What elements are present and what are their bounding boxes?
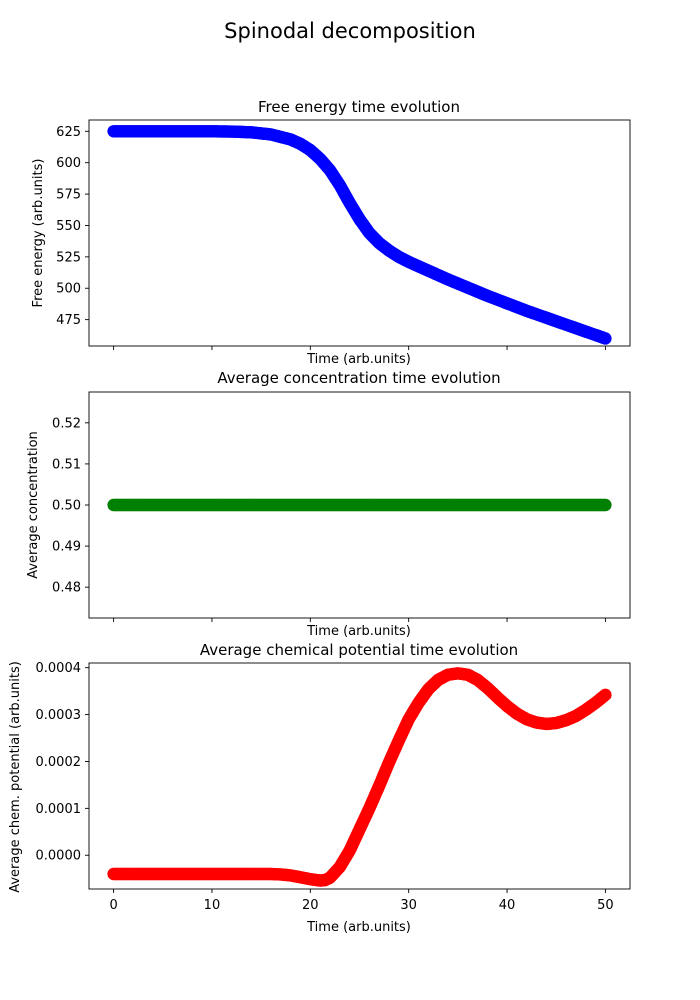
panel-title: Average concentration time evolution (217, 369, 500, 387)
axes-frame (88, 662, 631, 890)
plot-area (107, 125, 612, 345)
y-tick-label: 0.0004 (36, 661, 82, 676)
axes-frame (88, 119, 631, 347)
x-tick-label: 50 (597, 898, 614, 913)
x-ticks: 0 10 20 30 40 50 (109, 889, 614, 913)
y-tick-label: 575 (56, 188, 81, 203)
panel-average-concentration: Average concentration time evolution 0.4… (26, 369, 631, 639)
y-tick-label: 0.0000 (36, 849, 82, 864)
plot-area (107, 498, 612, 512)
y-tick-label: 600 (56, 156, 81, 171)
data-point-marker (599, 688, 612, 702)
x-tick-label: 30 (400, 898, 417, 913)
x-axis-label: Time (arb.units) (306, 920, 411, 935)
y-tick-label: 0.49 (52, 540, 81, 555)
y-tick-label: 0.50 (52, 499, 81, 514)
y-axis-label: Average concentration (26, 431, 41, 579)
y-tick-label: 0.48 (52, 581, 81, 596)
x-tick-label: 0 (109, 898, 117, 913)
x-tick-label: 10 (204, 898, 221, 913)
y-ticks: 0.48 0.49 0.50 0.51 0.52 (52, 416, 89, 596)
y-tick-label: 525 (56, 250, 81, 265)
y-tick-label: 475 (56, 313, 81, 328)
y-ticks: 0.0000 0.0001 0.0002 0.0003 0.0004 (36, 661, 89, 864)
x-axis-label: Time (arb.units) (306, 352, 411, 367)
x-tick-label: 20 (302, 898, 319, 913)
y-tick-label: 0.0003 (36, 708, 82, 723)
data-point-marker (599, 332, 612, 345)
y-tick-label: 0.51 (52, 457, 81, 472)
y-tick-label: 500 (56, 282, 81, 297)
panel-title: Free energy time evolution (258, 98, 460, 116)
data-point-marker (599, 498, 612, 512)
x-ticks (113, 346, 606, 350)
y-axis-label: Free energy (arb.units) (31, 159, 46, 308)
plot-area (107, 667, 612, 887)
x-axis-label: Time (arb.units) (306, 624, 411, 639)
y-tick-label: 625 (56, 125, 81, 140)
panel-chemical-potential: Average chemical potential time evolutio… (8, 641, 631, 935)
x-tick-label: 40 (499, 898, 516, 913)
y-tick-label: 0.0002 (36, 755, 82, 770)
y-ticks: 475 500 525 550 575 600 625 (56, 125, 89, 328)
y-tick-label: 550 (56, 219, 81, 234)
y-axis-label: Average chem. potential (arb.units) (8, 661, 23, 893)
figure-suptitle: Spinodal decomposition (224, 19, 476, 43)
x-ticks (113, 618, 606, 622)
y-tick-label: 0.0001 (36, 802, 82, 817)
panel-title: Average chemical potential time evolutio… (200, 641, 518, 659)
y-tick-label: 0.52 (52, 416, 81, 431)
panel-free-energy: Free energy time evolution 475 500 525 550 5… (31, 98, 631, 367)
